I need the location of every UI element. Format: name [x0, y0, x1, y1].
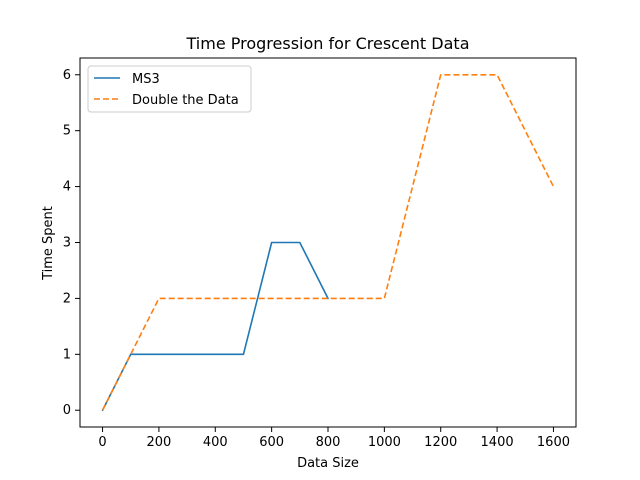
y-tick-label-5: 5 — [63, 124, 71, 139]
x-axis: 0 200 400 600 800 1000 1200 1400 1600 — [98, 427, 570, 450]
x-axis-label: Data Size — [297, 456, 359, 471]
y-tick-label-3: 3 — [63, 236, 71, 251]
chart-title: Time Progression for Crescent Data — [186, 34, 470, 53]
series-line-1 — [101, 73, 555, 411]
series-line-0 — [101, 241, 329, 412]
x-tick-label-1: 200 — [146, 435, 171, 450]
y-tick-label-2: 2 — [63, 291, 71, 306]
x-tick-label-0: 0 — [98, 435, 106, 450]
y-tick-label-0: 0 — [63, 403, 71, 418]
plot-frame — [79, 57, 577, 428]
legend: MS3 Double the Data — [87, 65, 252, 113]
x-tick-label-7: 1400 — [481, 435, 514, 450]
legend-box — [87, 65, 252, 113]
y-axis: 0 1 2 3 4 5 6 — [63, 68, 80, 418]
legend-label-0: MS3 — [132, 72, 160, 87]
x-tick-label-4: 800 — [316, 435, 341, 450]
plot-area — [79, 57, 577, 428]
y-axis-label: Time Spent — [41, 206, 56, 281]
legend-label-1: Double the Data — [132, 93, 239, 108]
x-tick-label-3: 600 — [259, 435, 284, 450]
y-tick-label-6: 6 — [63, 68, 71, 83]
x-tick-label-6: 1200 — [424, 435, 457, 450]
x-tick-label-5: 1000 — [368, 435, 401, 450]
x-tick-label-2: 400 — [203, 435, 228, 450]
x-tick-label-8: 1600 — [537, 435, 570, 450]
y-tick-label-1: 1 — [63, 347, 71, 362]
y-tick-label-4: 4 — [63, 180, 71, 195]
